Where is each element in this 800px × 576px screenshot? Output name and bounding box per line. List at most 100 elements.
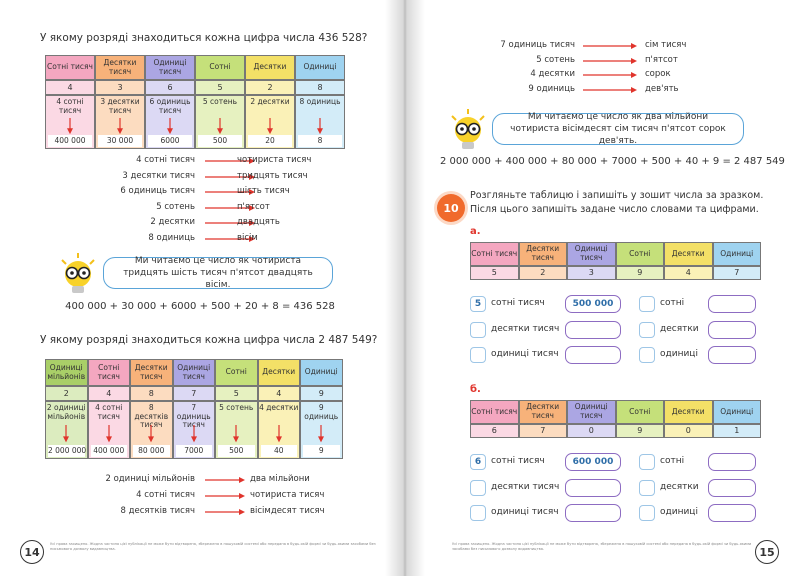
table-header-cell: Сотні тисяч (470, 400, 519, 424)
place-value: 7000 (175, 445, 212, 457)
checkbox (639, 454, 655, 470)
arrow (205, 235, 255, 242)
copyright: Усі права захищено. Жодна частина цієї п… (452, 542, 752, 551)
checkbox: 5 (470, 296, 486, 312)
row-label: десятки тисяч (491, 481, 560, 492)
place-word: 5 сотень (219, 403, 254, 412)
part-label: б. (470, 384, 481, 395)
table-header-cell: Сотні тисяч (45, 55, 95, 80)
answer-box (565, 478, 621, 497)
table-digit-cell: 4 (664, 266, 713, 280)
row-label: одиниці (660, 507, 698, 517)
place-word: 4 сотні тисяч (95, 403, 123, 421)
checkbox (639, 505, 655, 521)
place-value: 6000 (148, 135, 192, 147)
pair-from: 2 десятки (150, 217, 195, 227)
place-word: 8 одиниць (299, 97, 341, 106)
table-header-cell: Одиниці (712, 242, 761, 266)
pair-to: дев'ять (645, 83, 679, 94)
answer-box (708, 346, 756, 364)
table-header-cell: Десятки (245, 55, 295, 80)
pair-to: п'ятсот (237, 201, 270, 212)
row-label: сотні (660, 298, 685, 308)
arrow (583, 86, 637, 93)
arrow (190, 425, 197, 443)
place-value: 400 000 (90, 445, 127, 457)
pair-from: 2 одиниці мільйонів (105, 474, 195, 484)
answer-box (565, 504, 621, 522)
pair-to: п'ятсот (645, 54, 678, 65)
pair-from: 5 сотень (156, 201, 195, 212)
pair-to: чотириста тисяч (250, 490, 325, 500)
speech-bubble: Ми читаємо це число як два мільйони чоти… (492, 112, 744, 146)
arrow (205, 173, 255, 180)
arrow (583, 43, 637, 49)
arrow (317, 117, 323, 134)
place-value: 400 000 (48, 135, 92, 147)
checkbox: 6 (470, 454, 486, 470)
lightbulb-icon (61, 253, 95, 293)
table-digit-cell: 9 (300, 386, 343, 401)
checkbox (639, 479, 655, 496)
pair-to: двадцять (237, 217, 280, 227)
pair-to: шість тисяч (237, 186, 290, 196)
table-digit-cell: 4 (257, 386, 300, 401)
place-value: 2 000 000 (48, 445, 87, 457)
arrow (63, 425, 70, 443)
arrow (148, 425, 155, 443)
pair-to: сорок (645, 69, 671, 79)
table-header-cell: Десятки тисяч (518, 242, 567, 266)
table-header-cell: Одиниці тисяч (567, 242, 616, 266)
arrow (205, 477, 245, 483)
checkbox (470, 321, 486, 338)
table-header-cell: Десятки тисяч (518, 400, 567, 424)
pair-from: 4 сотні тисяч (136, 490, 195, 500)
table-digit-cell: 2 (245, 80, 295, 95)
table-digit-cell: 0 (664, 424, 713, 438)
place-word: 9 одиниць (304, 403, 339, 421)
table-header-cell: Одиниці (712, 400, 761, 424)
table-digit-cell: 8 (295, 80, 345, 95)
table-digit-cell: 6 (470, 424, 519, 438)
table-header-cell: Десятки (664, 242, 713, 266)
table-digit-cell: 9 (615, 424, 664, 438)
table-digit-cell: 5 (470, 266, 519, 280)
arrow (233, 425, 240, 443)
answer-box (565, 346, 621, 364)
row-label: десятки (660, 323, 699, 334)
checkbox (470, 479, 486, 496)
place-word: 4 десятки (259, 403, 299, 412)
table-header-cell: Сотні (615, 400, 664, 424)
checkbox (470, 505, 486, 521)
checkbox (470, 347, 486, 363)
place-word: 4 сотні тисяч (56, 97, 84, 115)
pair-from: 4 десятки (530, 69, 575, 79)
table-header-cell: Сотні тисяч (470, 242, 519, 266)
question: У якому розряді знаходиться кожна цифра … (40, 32, 368, 44)
arrow (67, 117, 73, 134)
pair-from: 8 десятків тисяч (120, 506, 195, 516)
pair-from: 6 одиниць тисяч (120, 186, 195, 196)
checkbox (639, 321, 655, 338)
table-digit-cell: 7 (712, 266, 761, 280)
arrow (167, 117, 173, 134)
place-word: 2 одиниці мільйонів (46, 403, 86, 421)
answer-box (708, 320, 756, 339)
place-word: 6 одиниць тисяч (149, 97, 191, 115)
answer-box: 600 000 (565, 453, 621, 471)
part-label: а. (470, 226, 481, 237)
table-digit-cell: 8 (130, 386, 173, 401)
table-digit-cell: 7 (172, 386, 215, 401)
answer-box (565, 320, 621, 339)
table-digit-cell: 5 (215, 386, 258, 401)
table-digit-cell: 3 (567, 266, 616, 280)
place-value: 9 (303, 445, 340, 457)
table-digit-cell: 7 (518, 424, 567, 438)
table-digit-cell: 5 (195, 80, 245, 95)
row-label: сотні тисяч (491, 456, 545, 466)
answer-box (708, 453, 756, 471)
arrow (105, 425, 112, 443)
arrow (205, 509, 245, 515)
row-label: сотні (660, 456, 685, 466)
arrow (217, 117, 223, 134)
